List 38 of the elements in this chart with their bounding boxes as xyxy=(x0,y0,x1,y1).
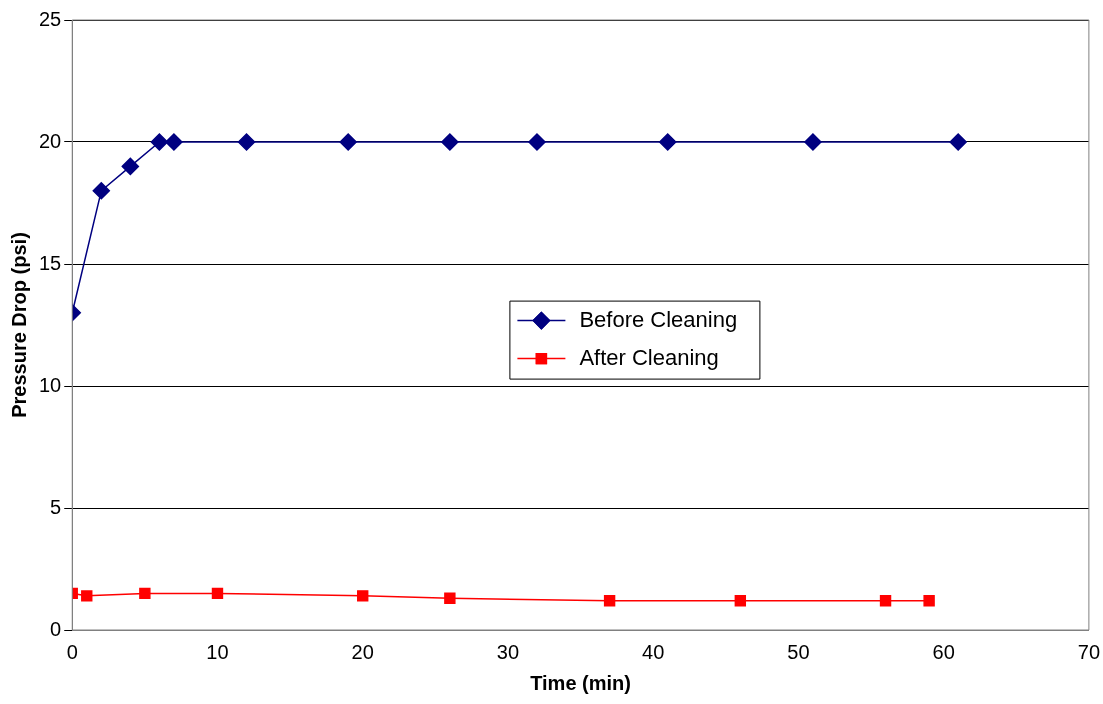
point xyxy=(237,133,256,151)
point xyxy=(603,595,616,607)
point xyxy=(121,157,140,176)
y-tick-label: 20 xyxy=(39,129,62,152)
legend-label: After Cleaning xyxy=(579,344,719,370)
x-tick-label: 50 xyxy=(787,640,810,663)
y-tick-label: 0 xyxy=(50,617,62,640)
point xyxy=(441,133,459,151)
point xyxy=(81,590,93,602)
x-tick-label: 10 xyxy=(206,640,229,663)
point xyxy=(734,595,747,607)
x-axis-title: Time (min) xyxy=(530,671,631,694)
y-tick-label: 15 xyxy=(39,251,62,274)
x-tick-label: 0 xyxy=(66,640,78,663)
point xyxy=(923,595,935,607)
x-tick-label: 20 xyxy=(351,640,374,663)
x-tick-label: 60 xyxy=(932,640,955,663)
point xyxy=(150,133,169,151)
point xyxy=(658,133,677,151)
x-tick-label: 40 xyxy=(642,640,665,663)
x-tick-label: 30 xyxy=(496,640,520,663)
point xyxy=(211,587,224,600)
point xyxy=(165,133,183,151)
point xyxy=(357,590,369,602)
point xyxy=(92,182,111,200)
point xyxy=(528,133,546,151)
point xyxy=(444,592,456,604)
y-tick-label: 10 xyxy=(39,373,62,396)
y-tick-label: 25 xyxy=(39,7,62,30)
x-tick-label: 70 xyxy=(1077,640,1100,663)
y-tick-label: 5 xyxy=(50,495,62,518)
point xyxy=(339,133,357,151)
point xyxy=(804,133,822,151)
point xyxy=(879,595,892,607)
legend-label: Before Cleaning xyxy=(579,306,738,332)
point xyxy=(949,133,967,151)
y-axis-title: Pressure Drop (psi) xyxy=(7,232,30,418)
point xyxy=(139,587,151,600)
